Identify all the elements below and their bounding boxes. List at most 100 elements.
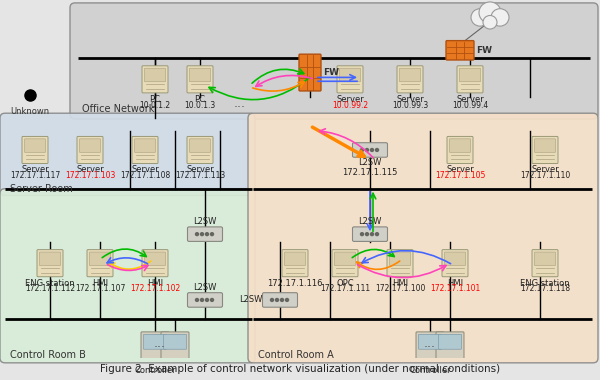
Text: Internet: Internet [473, 0, 507, 1]
Text: 10.0.1.2: 10.0.1.2 [139, 101, 170, 109]
Text: L2SW: L2SW [193, 283, 217, 292]
FancyBboxPatch shape [77, 136, 103, 163]
FancyBboxPatch shape [190, 139, 211, 152]
Text: HMI: HMI [392, 279, 408, 288]
Text: HMI: HMI [147, 279, 163, 288]
FancyBboxPatch shape [161, 332, 189, 365]
Circle shape [361, 149, 364, 151]
FancyBboxPatch shape [535, 252, 556, 266]
Text: 172.17.1.118: 172.17.1.118 [520, 285, 570, 293]
FancyBboxPatch shape [187, 136, 213, 163]
FancyBboxPatch shape [37, 250, 63, 277]
Circle shape [281, 299, 284, 301]
FancyBboxPatch shape [187, 66, 213, 93]
Text: L2SW
172.17.1.115: L2SW 172.17.1.115 [343, 158, 398, 177]
FancyBboxPatch shape [460, 68, 481, 82]
Text: Unknown: Unknown [10, 108, 50, 116]
Text: 172.17.1.112: 172.17.1.112 [25, 285, 75, 293]
Text: ...: ... [234, 97, 246, 110]
Text: Control Room A: Control Room A [258, 350, 334, 360]
Text: Office Network: Office Network [82, 105, 154, 114]
Circle shape [275, 299, 278, 301]
FancyBboxPatch shape [163, 334, 187, 349]
Text: L2SW: L2SW [193, 217, 217, 226]
FancyBboxPatch shape [0, 113, 255, 195]
Circle shape [196, 299, 199, 301]
FancyBboxPatch shape [439, 334, 461, 349]
FancyBboxPatch shape [337, 66, 363, 93]
FancyBboxPatch shape [25, 139, 46, 152]
FancyBboxPatch shape [353, 143, 388, 157]
Text: Figure 2  Example of control network visualization (under normal conditions): Figure 2 Example of control network visu… [100, 364, 500, 374]
FancyBboxPatch shape [87, 250, 113, 277]
Circle shape [200, 233, 203, 236]
Text: Server: Server [21, 165, 49, 174]
Text: 172.17.1.116: 172.17.1.116 [267, 279, 323, 288]
Text: Server: Server [531, 165, 559, 174]
FancyBboxPatch shape [145, 68, 166, 82]
Text: 172.17.1.117: 172.17.1.117 [10, 171, 60, 180]
Text: HMI: HMI [92, 279, 108, 288]
FancyBboxPatch shape [79, 139, 101, 152]
FancyBboxPatch shape [0, 189, 255, 363]
Circle shape [376, 149, 379, 151]
FancyBboxPatch shape [446, 41, 474, 60]
FancyBboxPatch shape [447, 136, 473, 163]
FancyBboxPatch shape [299, 54, 321, 91]
Text: HMI: HMI [447, 279, 463, 288]
FancyBboxPatch shape [532, 250, 558, 277]
Circle shape [200, 299, 203, 301]
Circle shape [371, 233, 373, 236]
Circle shape [286, 299, 289, 301]
Text: FW: FW [323, 68, 339, 77]
Text: Server Room: Server Room [10, 184, 73, 194]
FancyBboxPatch shape [89, 252, 110, 266]
FancyBboxPatch shape [436, 332, 464, 365]
Text: Server: Server [76, 165, 104, 174]
FancyBboxPatch shape [335, 252, 355, 266]
FancyBboxPatch shape [442, 250, 468, 277]
FancyBboxPatch shape [190, 68, 211, 82]
Text: Server: Server [446, 165, 474, 174]
FancyBboxPatch shape [134, 139, 155, 152]
Text: Server: Server [336, 95, 364, 104]
FancyBboxPatch shape [141, 332, 169, 365]
FancyBboxPatch shape [187, 227, 223, 241]
Circle shape [211, 299, 214, 301]
FancyBboxPatch shape [535, 139, 556, 152]
Circle shape [491, 9, 509, 26]
Text: 172.17.1.103: 172.17.1.103 [65, 171, 115, 180]
FancyBboxPatch shape [70, 3, 598, 119]
Circle shape [196, 233, 199, 236]
FancyBboxPatch shape [332, 250, 358, 277]
Text: PC: PC [149, 95, 161, 104]
Circle shape [365, 233, 368, 236]
Circle shape [479, 2, 501, 23]
Text: 172.17.1.100: 172.17.1.100 [375, 285, 425, 293]
FancyBboxPatch shape [40, 252, 61, 266]
Text: 172.17.1.111: 172.17.1.111 [320, 285, 370, 293]
Text: Server: Server [186, 165, 214, 174]
FancyBboxPatch shape [143, 334, 167, 349]
Text: Server: Server [131, 165, 159, 174]
Text: OPC: OPC [336, 279, 354, 288]
FancyBboxPatch shape [22, 136, 48, 163]
FancyBboxPatch shape [387, 250, 413, 277]
FancyBboxPatch shape [389, 252, 410, 266]
FancyBboxPatch shape [263, 293, 298, 307]
Text: ...: ... [424, 337, 436, 350]
Text: 172.17.1.105: 172.17.1.105 [435, 171, 485, 180]
Text: ENG station: ENG station [520, 279, 570, 288]
Text: Controller: Controller [409, 366, 451, 375]
Text: L2SW: L2SW [239, 295, 262, 304]
Circle shape [205, 233, 209, 236]
FancyBboxPatch shape [248, 113, 598, 363]
Text: 10.0.1.3: 10.0.1.3 [184, 101, 215, 109]
Text: ENG station: ENG station [25, 279, 75, 288]
Text: Server: Server [396, 95, 424, 104]
FancyBboxPatch shape [145, 252, 166, 266]
Circle shape [361, 233, 364, 236]
Text: ...: ... [154, 337, 166, 350]
FancyBboxPatch shape [449, 139, 470, 152]
Text: L2SW: L2SW [358, 217, 382, 226]
